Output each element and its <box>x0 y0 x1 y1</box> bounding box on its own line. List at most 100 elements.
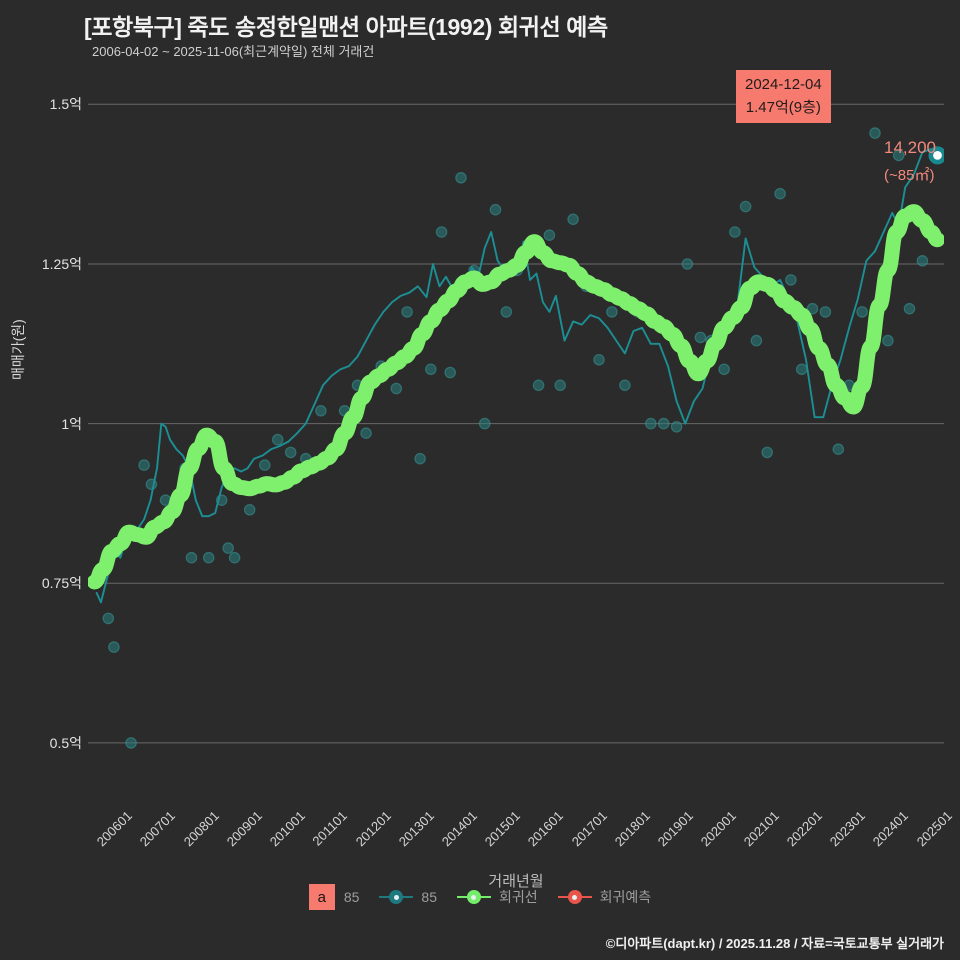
x-tick-label: 202101 <box>740 808 783 850</box>
x-tick-label: 201801 <box>611 808 653 850</box>
scatter-point <box>892 149 905 162</box>
scatter-point <box>718 363 730 376</box>
scatter-point <box>729 226 741 238</box>
scatter-point <box>489 203 502 216</box>
scatter-point <box>644 417 657 430</box>
scatter-point <box>750 334 763 347</box>
scatter-point <box>916 255 929 267</box>
scatter-point <box>102 612 115 625</box>
annotation-tooltip: 2024-12-04 1.47억(9층) <box>736 70 831 123</box>
legend-item-regression-line[interactable]: 회귀선 <box>456 887 538 907</box>
end-area: (~85㎡) <box>884 167 935 184</box>
scatter-point <box>271 433 284 446</box>
scatter-point <box>795 363 808 376</box>
scatter-point <box>284 446 297 459</box>
scatter-point <box>869 127 881 139</box>
scatter-point <box>478 417 491 430</box>
x-tick-label: 201401 <box>438 808 481 850</box>
trade-line <box>95 148 939 604</box>
x-tick-label: 202301 <box>827 808 869 850</box>
scatter-point <box>435 226 448 238</box>
scatter-point <box>856 306 868 318</box>
scatter-point <box>806 302 819 315</box>
scatter-point <box>222 542 234 554</box>
x-tick-label: 201701 <box>568 808 610 850</box>
footer-credit: ©디아파트(dapt.kr) / 2025.11.28 / 자료=국토교통부 실… <box>605 936 944 951</box>
x-tick-label: 202401 <box>870 808 912 850</box>
legend-item-regression-forecast[interactable]: 회귀예측 <box>557 887 652 907</box>
tooltip-date: 2024-12-04 <box>745 76 822 93</box>
scatter-point <box>259 459 271 471</box>
y-tick-label: 0.75억 <box>41 575 82 592</box>
y-tick-label: 1.25억 <box>41 256 82 272</box>
legend-label: 85 <box>343 889 360 905</box>
scatter-point <box>819 306 832 318</box>
legend-marker-icon <box>456 890 491 904</box>
scatter-point <box>138 459 150 471</box>
scatter-point <box>543 229 556 241</box>
scatter-point <box>694 331 707 344</box>
x-tick-label: 201301 <box>395 808 438 850</box>
scatter-point <box>903 302 916 315</box>
scatter-point <box>554 379 566 392</box>
page-subtitle: 2006-04-02 ~ 2025-11-06(최근계약일) 전체 거래건 <box>92 44 375 59</box>
x-tick-label: 201201 <box>352 808 394 850</box>
scatter-point <box>739 200 752 213</box>
scatter-point <box>882 334 894 347</box>
scatter-point <box>125 737 137 749</box>
scatter-point <box>390 382 403 395</box>
y-axis: 1.5억 1.25억 1억 0.75억 0.5억 <box>0 66 82 794</box>
scatter-point <box>202 551 215 564</box>
x-tick-label: 200701 <box>137 808 179 850</box>
scatter-point <box>832 443 845 455</box>
scatter-point <box>424 363 437 376</box>
legend-marker-icon <box>379 890 414 904</box>
x-tick-label: 201001 <box>266 808 308 850</box>
page-title: [포항북구] 죽도 송정한일맨션 아파트(1992) 회귀선 예측 <box>84 14 608 40</box>
scatter-point <box>243 503 256 516</box>
scatter-point <box>108 641 120 653</box>
scatter-point <box>228 551 241 564</box>
x-axis-title: 거래년월 <box>488 873 544 890</box>
y-tick-label: 1.5억 <box>49 96 82 113</box>
x-tick-label: 202501 <box>913 808 955 850</box>
scatter-point <box>455 172 467 184</box>
legend-item-scatter-85[interactable]: 85 <box>379 889 437 905</box>
y-axis-title: 매매가(원) <box>10 319 26 380</box>
legend-label: 회귀예측 <box>599 889 652 905</box>
legend-a-box: a <box>308 884 335 910</box>
legend-item-a-box[interactable]: a 85 <box>308 884 360 910</box>
chart-plot-area <box>88 66 944 794</box>
scatter-point <box>606 306 618 318</box>
legend-label: 회귀선 <box>498 889 538 905</box>
x-tick-label: 202201 <box>783 808 826 850</box>
end-value: 14,200 <box>884 138 936 157</box>
x-tick-label: 201501 <box>482 808 524 850</box>
scatter-point <box>657 417 670 430</box>
end-marker-core <box>933 151 942 160</box>
x-tick-label: 201901 <box>654 808 696 850</box>
regression-band <box>88 204 944 590</box>
scatter-point <box>500 306 513 318</box>
x-tick-label: 202001 <box>697 808 739 850</box>
x-axis: 거래년월 200601 200701 200801 200901 201001 20110… <box>88 794 955 890</box>
x-tick-label: 201601 <box>525 808 567 850</box>
scatter-point <box>185 551 198 564</box>
scatter-point <box>681 258 694 270</box>
scatter-point <box>401 306 413 318</box>
legend-marker-icon <box>557 890 592 904</box>
scatter-point <box>315 404 327 417</box>
scatter-point <box>774 187 786 200</box>
scatter-point <box>444 366 456 379</box>
chart-legend: a 85 85 회귀선 회귀예측 <box>0 884 960 910</box>
tooltip-price: 1.47억(9층) <box>745 99 821 116</box>
scatter-point <box>670 420 683 433</box>
x-tick-label: 201101 <box>309 808 350 849</box>
legend-label: 85 <box>421 889 437 905</box>
scatter-point <box>360 427 372 439</box>
scatter-point <box>785 274 797 286</box>
x-tick-label: 200901 <box>223 808 265 850</box>
scatter-point <box>567 213 579 226</box>
end-value-label: 14,200 (~85㎡) <box>884 134 936 190</box>
y-tick-label: 1억 <box>61 415 82 432</box>
